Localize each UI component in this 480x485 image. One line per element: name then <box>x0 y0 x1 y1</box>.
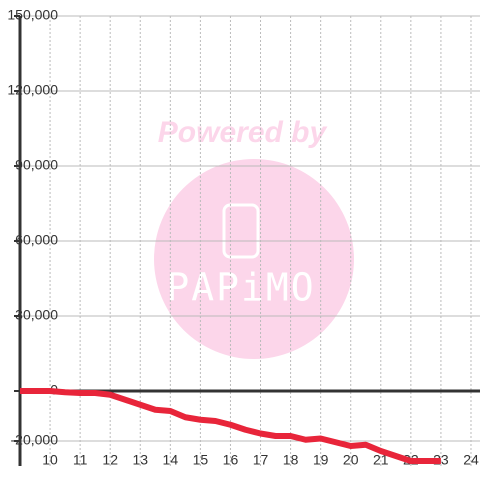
x-tick-label: 18 <box>283 452 299 468</box>
y-tick-label: 60,000 <box>15 232 58 248</box>
x-tick-label: 13 <box>132 452 148 468</box>
x-tick-label: 16 <box>223 452 239 468</box>
watermark: Powered by PAPiMO <box>154 116 354 359</box>
x-tick-label: 20 <box>343 452 359 468</box>
x-tick-label: 11 <box>73 452 88 468</box>
x-tick-label: 12 <box>102 452 118 468</box>
y-tick-label: 150,000 <box>7 7 58 23</box>
x-tick-label: 21 <box>373 452 389 468</box>
x-tick-label: 14 <box>163 452 179 468</box>
x-tick-label: 10 <box>42 452 58 468</box>
y-tick-label: 90,000 <box>15 157 58 173</box>
y-tick-label: 30,000 <box>15 307 58 323</box>
x-tick-label: 19 <box>313 452 329 468</box>
y-tick-label: 120,000 <box>7 82 58 98</box>
watermark-logo: PAPiMO <box>166 266 315 310</box>
x-tick-label: 17 <box>253 452 269 468</box>
data-line <box>20 388 441 464</box>
x-tick-label: 24 <box>463 452 479 468</box>
watermark-text: Powered by <box>158 116 328 149</box>
watermark-icon <box>222 203 260 259</box>
y-tick-label: -20,000 <box>11 432 59 448</box>
x-tick-label: 15 <box>193 452 209 468</box>
watermark-circle <box>154 159 354 359</box>
